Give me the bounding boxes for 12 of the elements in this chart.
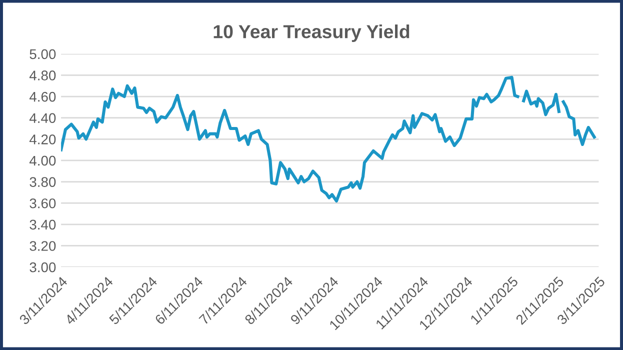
y-tick-label: 3.40 <box>30 220 56 230</box>
y-tick-label: 4.40 <box>29 113 56 124</box>
y-tick-label: 4.60 <box>29 92 56 102</box>
y-tick-label: 4.00 <box>29 156 56 166</box>
y-tick-label: 3.00 <box>30 262 56 272</box>
y-tick-label: 3.20 <box>30 241 56 251</box>
y-tick-label: 5.00 <box>30 49 56 60</box>
y-tick-label: 3.80 <box>30 177 56 187</box>
y-tick-label: 4.80 <box>29 70 56 80</box>
y-tick-label: 3.60 <box>30 198 56 208</box>
y-tick-label: 4.20 <box>29 134 56 144</box>
chart-title: 10 Year Treasury Yield <box>214 24 410 42</box>
